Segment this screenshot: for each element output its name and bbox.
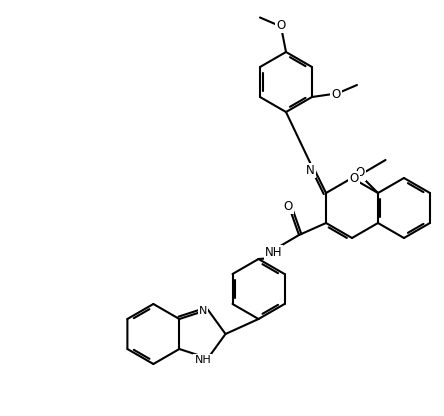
Text: O: O [331, 87, 341, 101]
Text: N: N [199, 306, 207, 316]
Text: N: N [305, 164, 314, 177]
Text: O: O [349, 173, 359, 186]
Text: O: O [355, 166, 365, 179]
Text: O: O [283, 200, 293, 213]
Text: O: O [276, 19, 285, 32]
Text: NH: NH [265, 247, 282, 260]
Text: NH: NH [194, 355, 211, 365]
